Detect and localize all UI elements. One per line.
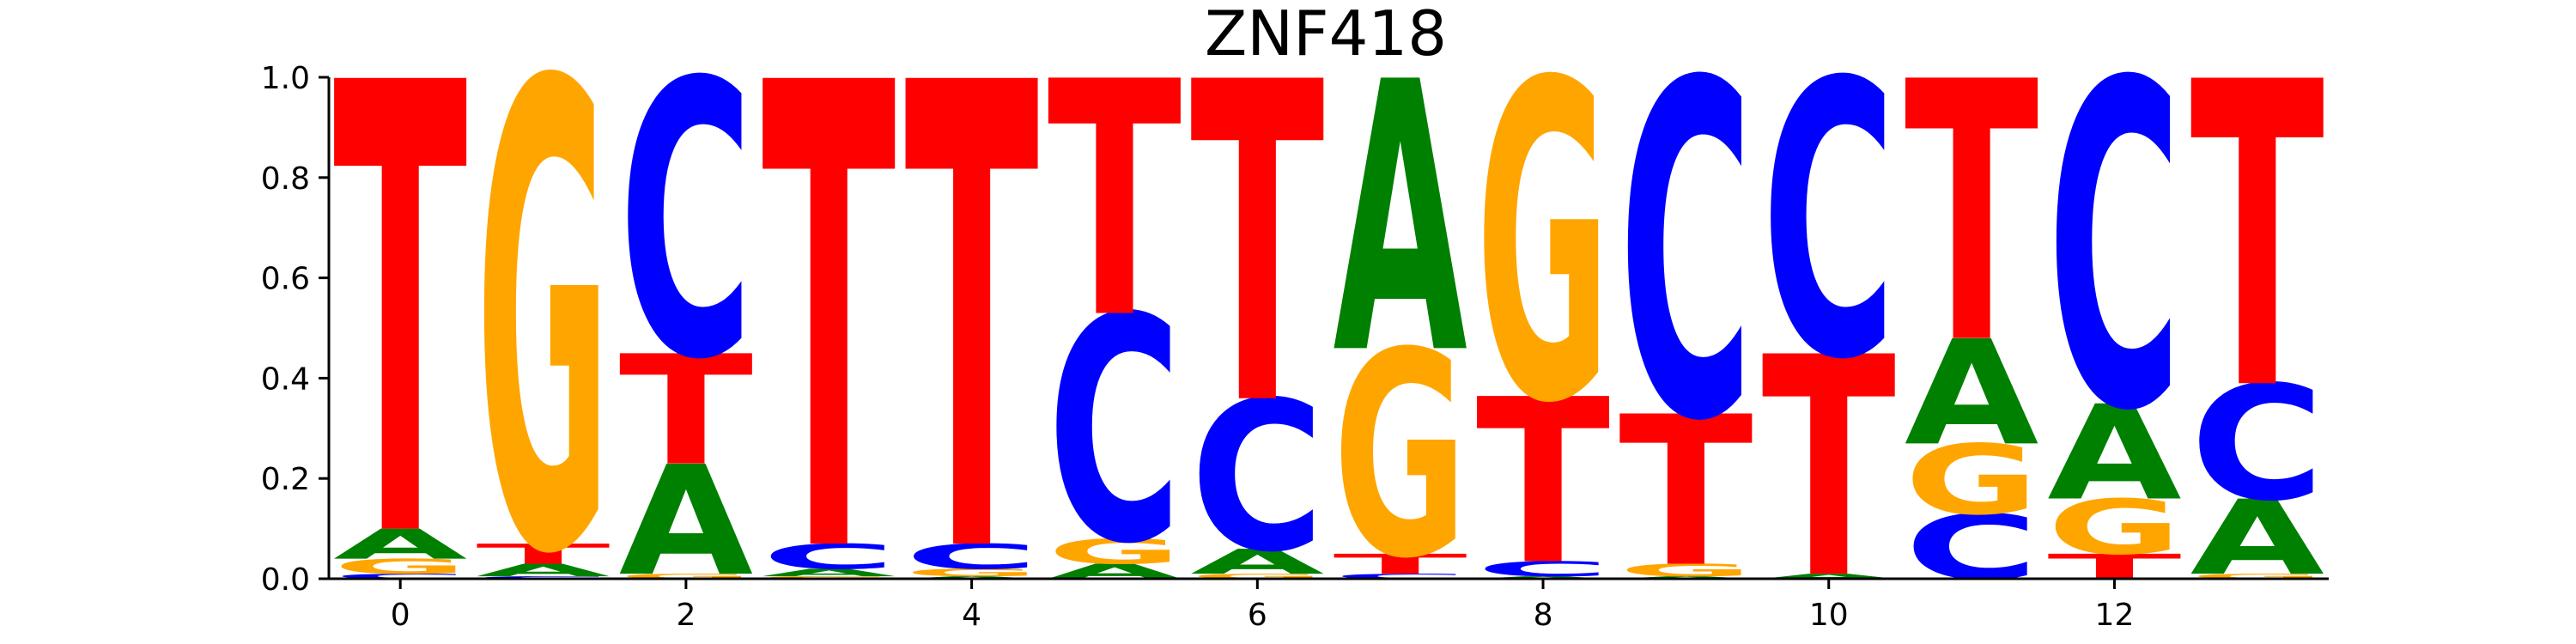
logo-letter-T-pos-4: T — [904, 0, 1040, 644]
logo-letter-C-pos-7: C — [1334, 573, 1467, 580]
x-tick-label: 10 — [1809, 598, 1849, 633]
logo-letter-G-pos-12: G — [2047, 483, 2181, 572]
y-tick-label: 0.8 — [261, 161, 310, 197]
logo-letter-T-pos-13: T — [2190, 0, 2326, 482]
logo-letter-C-pos-6: C — [1190, 357, 1324, 598]
y-tick-label: 0.4 — [261, 361, 310, 397]
logo-letter-G-pos-4: G — [904, 567, 1038, 579]
logo-letter-T-pos-3: T — [762, 0, 897, 644]
x-tick-label: 2 — [676, 598, 696, 633]
logo-letter-A-pos-11: A — [1905, 310, 2038, 477]
logo-letter-C-pos-10: C — [1762, 3, 1896, 443]
logo-letter-G-pos-7: G — [1334, 294, 1467, 622]
logo-letter-C-pos-0: C — [333, 573, 467, 580]
x-tick-label: 4 — [962, 598, 981, 633]
logo-letter-A-pos-3: A — [762, 567, 896, 579]
y-tick-label: 1.0 — [261, 61, 310, 96]
logo-letter-G-pos-9: G — [1619, 560, 1753, 580]
logo-letter-C-pos-2: C — [619, 3, 753, 443]
x-tick-label: 12 — [2095, 598, 2135, 633]
logo-letter-T-pos-7: T — [1333, 548, 1467, 580]
logo-letter-A-pos-10: A — [1762, 573, 1896, 580]
axes — [327, 77, 2329, 580]
y-tick-label: 0.0 — [261, 562, 310, 598]
logo-letter-C-pos-8: C — [1476, 557, 1610, 581]
logo-letter-A-pos-6: A — [1190, 542, 1324, 581]
logo-letter-G-pos-5: G — [1048, 532, 1182, 573]
logo-letter-T-pos-0: T — [333, 0, 469, 644]
chart-title: ZNF418 — [1205, 0, 1447, 70]
logo-letter-G-pos-6: G — [1190, 573, 1324, 580]
logo-letter-G-pos-2: G — [619, 573, 753, 580]
logo-letter-T-pos-6: T — [1190, 0, 1326, 502]
logo-letter-C-pos-13: C — [2190, 352, 2324, 536]
logo-letter-C-pos-11: C — [1905, 495, 2038, 600]
logo-letter-T-pos-11: T — [1905, 7, 2040, 422]
logo-letter-C-pos-4: C — [904, 538, 1038, 577]
logo-letter-T-pos-9: T — [1619, 374, 1753, 613]
logo-letter-C-pos-5: C — [1048, 252, 1182, 612]
y-tick-label: 0.2 — [261, 462, 310, 497]
x-tick-label: 0 — [391, 598, 410, 633]
x-tick-label: 6 — [1248, 598, 1267, 633]
logo-letter-C-pos-3: C — [762, 538, 896, 577]
logo-letter-G-pos-11: G — [1905, 424, 2038, 536]
logo-letter-T-pos-2: T — [619, 324, 753, 500]
logo-letter-A-pos-12: A — [2047, 378, 2181, 530]
logo-letters: CGATCATGGATCGACTAGCTAGCTGACTCTGAACTGAGTC… — [333, 0, 2325, 644]
logo-letter-G-pos-1: G — [476, 0, 610, 644]
logo-letter-T-pos-8: T — [1476, 352, 1610, 615]
y-tick-label: 0.6 — [261, 262, 310, 297]
logo-letter-T-pos-5: T — [1048, 15, 1183, 390]
logo-letter-G-pos-13: G — [2190, 573, 2324, 580]
logo-letter-C-pos-12: C — [2047, 0, 2181, 509]
logo-letter-A-pos-0: A — [333, 520, 467, 568]
logo-letter-C-pos-9: C — [1619, 0, 1753, 523]
logo-letter-A-pos-7: A — [1334, 3, 1469, 435]
logo-letter-T-pos-1: T — [476, 538, 610, 570]
logo-letter-G-pos-0: G — [333, 555, 467, 579]
logo-letter-G-pos-8: G — [1476, 0, 1610, 499]
axis-ticks: 0 2 4 6 8 10 12 0.0 0.2 0.4 0.6 0.8 1.0 — [261, 61, 2135, 633]
x-tick-label: 8 — [1534, 598, 1553, 633]
logo-letter-A-pos-1: A — [476, 561, 610, 580]
